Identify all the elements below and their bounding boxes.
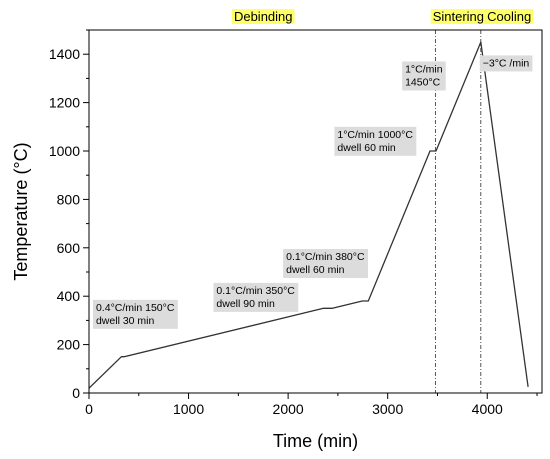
series-layer bbox=[88, 41, 529, 389]
annotation-text: 0.1°C/min 380°C bbox=[286, 251, 365, 263]
phase-label: Sintering bbox=[430, 9, 487, 24]
phase-label-highlight bbox=[231, 9, 295, 24]
phase-labels: Debinding Sintering Cooling bbox=[231, 9, 534, 24]
annotation-text: 1°C/min bbox=[405, 63, 443, 75]
annotation-background bbox=[334, 126, 417, 156]
annotation-text: 1°C/min 1000°C bbox=[337, 129, 413, 141]
y-tick-label: 1000 bbox=[49, 143, 80, 159]
series-line bbox=[88, 41, 529, 389]
y-tick-label: 0 bbox=[72, 385, 80, 401]
plot-frame bbox=[88, 29, 543, 394]
annotation-text: 0.1°C/min 350°C bbox=[216, 285, 295, 297]
phase-label-text: Sintering bbox=[433, 9, 484, 24]
phase-label-highlight bbox=[485, 9, 534, 24]
y-tick-label: 600 bbox=[57, 240, 81, 256]
x-tick-label: 4000 bbox=[472, 401, 503, 417]
x-tick-label: 2000 bbox=[273, 401, 304, 417]
annotation-text: dwell 60 min bbox=[337, 142, 396, 154]
y-tick-label: 200 bbox=[57, 337, 81, 353]
x-tick-label: 3000 bbox=[372, 401, 403, 417]
phase-boundaries bbox=[434, 30, 482, 393]
y-tick-label: 400 bbox=[57, 288, 81, 304]
annotation-text: dwell 30 min bbox=[96, 315, 155, 327]
x-axis-title: Time (min) bbox=[273, 431, 358, 451]
annotation-text: 0.4°C/min 150°C bbox=[96, 302, 175, 314]
annotation-text: dwell 90 min bbox=[216, 298, 275, 310]
annotation-background bbox=[479, 55, 533, 72]
axes: 0 1000 2000 3000 4000 0 200 400 600 800 1000 1200 14… bbox=[49, 29, 538, 417]
annotation-text: dwell 60 min bbox=[286, 264, 345, 276]
annotation-background bbox=[402, 61, 446, 91]
x-tick-label: 0 bbox=[85, 401, 93, 417]
phase-label-text: Cooling bbox=[487, 9, 531, 24]
y-tick-label: 1400 bbox=[49, 46, 80, 62]
y-tick-label: 1200 bbox=[49, 95, 80, 111]
x-tick-label: 1000 bbox=[173, 401, 204, 417]
annotation-background bbox=[92, 299, 178, 329]
annotation-background bbox=[283, 249, 368, 279]
y-axis-title: Temperature (°C) bbox=[11, 142, 31, 280]
annotation-background bbox=[213, 282, 299, 312]
y-tick-label: 800 bbox=[57, 191, 81, 207]
phase-label-highlight bbox=[430, 9, 487, 24]
annotation-text: 1450°C bbox=[405, 76, 441, 88]
phase-label-text: Debinding bbox=[234, 9, 293, 24]
annotation-text: −3°C /min bbox=[483, 57, 530, 69]
phase-label: Debinding bbox=[231, 9, 295, 24]
annotation-box: −3°C /min bbox=[479, 55, 533, 72]
phase-label: Cooling bbox=[485, 9, 534, 24]
